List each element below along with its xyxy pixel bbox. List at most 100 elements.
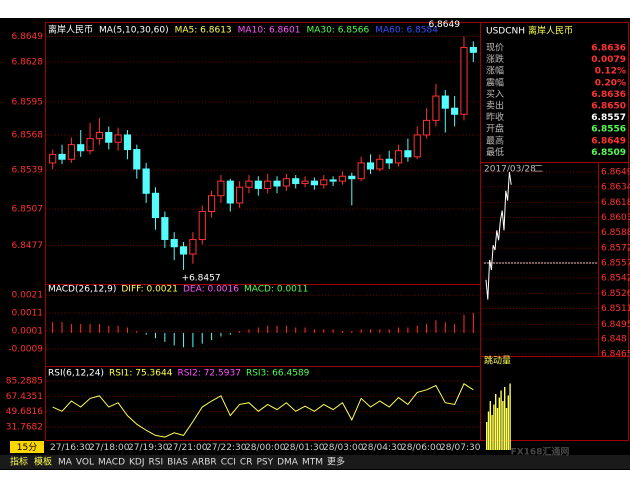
header-text: MA(5,10,30,60) <box>99 26 169 36</box>
candle-body <box>385 158 393 164</box>
time-label: 27/16:30 <box>50 443 91 453</box>
y-tick-label: 6.8511 <box>601 304 630 314</box>
indicator-tab[interactable]: KDJ <box>129 458 145 468</box>
candle-body <box>208 195 216 213</box>
volume-bar <box>504 387 506 450</box>
indicator-tab[interactable]: CR <box>240 458 253 468</box>
rsi-label: RSI3: 66.4589 <box>246 369 310 379</box>
header-text: MA5: 6.8613 <box>175 26 232 36</box>
indicator-tab[interactable]: MA <box>58 458 73 468</box>
quote-value: 6.8556 <box>591 125 626 135</box>
indicator-tab[interactable]: RSI <box>149 458 164 468</box>
candle-body <box>217 180 225 197</box>
y-tick-label: 6.8634 <box>601 182 630 192</box>
candle-body <box>366 162 375 170</box>
time-label: 28/01:30 <box>284 443 325 453</box>
time-label: 28/00:00 <box>245 443 286 453</box>
candle-body <box>451 107 459 115</box>
y-tick-label: 0.0021 <box>12 291 44 301</box>
y-tick-label: 0.0011 <box>12 309 44 319</box>
candle-body <box>301 180 309 185</box>
candle-body <box>469 46 477 53</box>
intraday-line <box>485 171 512 300</box>
candle-body <box>198 211 206 240</box>
y-tick-label: 6.8618 <box>601 198 630 208</box>
volume-bar <box>496 408 499 450</box>
candle-body <box>441 95 449 109</box>
background <box>0 18 630 470</box>
candle-body <box>432 95 440 121</box>
volume-bar <box>507 395 509 450</box>
header-text: MA10: 6.8601 <box>238 26 301 36</box>
header-text: MA30: 6.8566 <box>306 26 369 36</box>
indicator-tab[interactable]: PSY <box>256 458 273 468</box>
indicator-tab[interactable]: MTM <box>302 458 323 468</box>
indicator-tab[interactable]: VOL <box>76 458 94 468</box>
y-tick-label: 6.8595 <box>12 98 44 108</box>
period-button[interactable] <box>10 441 44 453</box>
y-tick-label: 0.0001 <box>12 327 44 337</box>
y-tick-label: 6.8542 <box>601 273 630 283</box>
header-text: 离岸人民币 <box>48 24 93 36</box>
y-tick-label: 6.8465 <box>601 350 630 360</box>
candle-body <box>236 186 244 204</box>
indicator-tab[interactable]: CCI <box>221 458 236 468</box>
candle-body <box>86 138 94 152</box>
candle-body <box>376 158 384 170</box>
volume-bar <box>495 394 497 450</box>
quote-value: 0.20% <box>595 78 626 88</box>
high-annotation: 6.8649 <box>428 20 460 30</box>
volume-title: 跳动量 <box>484 355 511 367</box>
quote-label: 涨幅 <box>486 65 504 77</box>
time-label: 27/21:00 <box>167 443 208 453</box>
y-tick-label: -0.0009 <box>8 345 43 355</box>
rsi-label: RSI(6,12,24) <box>48 369 104 379</box>
candle-body <box>423 119 431 136</box>
candle-body <box>189 238 197 255</box>
time-label: 28/06:00 <box>401 443 442 453</box>
quote-value: 0.12% <box>595 67 626 77</box>
period-label[interactable]: 15分 <box>17 442 37 453</box>
indicator-tab[interactable]: BIAS <box>167 458 188 468</box>
volume-bar <box>509 383 511 450</box>
indicator-tab[interactable]: DMA <box>277 458 299 468</box>
candle-body <box>310 180 318 186</box>
macd-label: MACD(26,12,9) <box>48 285 116 295</box>
quote-value: 0.0079 <box>591 55 626 65</box>
candle-body <box>348 175 356 180</box>
y-tick-label: 49.6816 <box>6 407 43 417</box>
volume-bar <box>500 390 502 450</box>
symbol-name: 离岸人民币 <box>528 25 573 37</box>
y-tick-label: 6.8603 <box>601 213 630 223</box>
candle-body <box>264 180 272 189</box>
tab[interactable]: 模板 <box>34 456 52 468</box>
candle-body <box>77 144 85 152</box>
volume-bar <box>486 422 488 450</box>
y-tick-label: 6.8539 <box>12 166 44 176</box>
candle-body <box>105 132 113 143</box>
symbol: USDCNH <box>486 27 525 37</box>
indicator-tab[interactable]: 更多 <box>327 456 345 468</box>
quote-label: 最高 <box>486 134 504 146</box>
volume-bar <box>489 401 491 450</box>
y-tick-label: 6.8568 <box>12 130 44 140</box>
quote-value: 6.8557 <box>591 113 626 123</box>
indicator-tab[interactable]: ARBR <box>192 458 217 468</box>
candle-body <box>292 178 300 185</box>
candle-body <box>95 132 103 140</box>
time-label: 27/19:30 <box>128 443 169 453</box>
quote-value: 6.8509 <box>591 148 626 158</box>
indicator-tab[interactable]: MACD <box>98 458 125 468</box>
time-label: 28/03:00 <box>323 443 364 453</box>
volume-bar <box>491 415 493 450</box>
candle-body <box>49 153 57 164</box>
volume-bar <box>493 404 495 450</box>
candle-body <box>320 179 328 186</box>
candle-body <box>133 149 141 170</box>
candle-body <box>161 217 169 240</box>
quote-frame <box>480 22 629 441</box>
candle-body <box>394 150 403 164</box>
tab[interactable]: 指标 <box>10 456 28 468</box>
